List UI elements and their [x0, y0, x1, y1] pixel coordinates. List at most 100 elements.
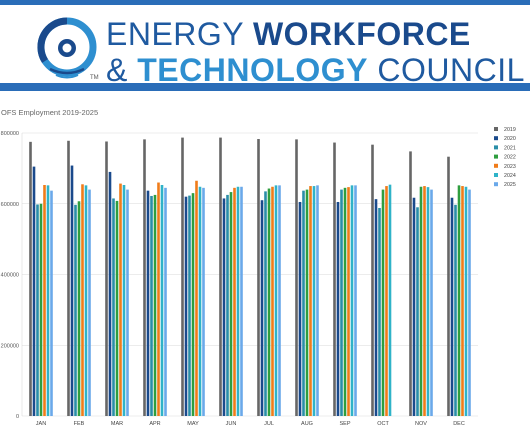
bar [70, 165, 74, 416]
bar [88, 189, 91, 416]
bar [374, 199, 378, 416]
bar [36, 204, 39, 416]
brand-word-workforce: WORKFORCE [252, 16, 471, 52]
x-tick-label: APR [149, 421, 160, 427]
bar [350, 185, 354, 416]
legend-label: 2021 [504, 145, 516, 151]
bar [50, 190, 53, 416]
x-tick-label: MAR [111, 421, 123, 427]
bar [267, 188, 271, 416]
bar [74, 204, 77, 416]
bar [146, 190, 150, 416]
brand-word-energy: ENERGY [106, 16, 244, 52]
legend-swatch [494, 127, 498, 131]
bar [202, 187, 205, 416]
bar [388, 184, 392, 416]
bar [229, 192, 233, 416]
bar [236, 186, 240, 416]
bar [119, 183, 122, 416]
brand-line-1: ENERGY WORKFORCE [106, 18, 471, 50]
bar [464, 186, 468, 416]
bar [67, 140, 70, 416]
employment-chart: OFS Employment 2019-2025 0 200000 400000 60… [1, 108, 516, 427]
bar [160, 185, 164, 416]
bar [181, 137, 184, 416]
bar [333, 142, 336, 416]
bar [295, 139, 298, 416]
bar [77, 201, 81, 416]
bar [354, 185, 357, 416]
bar [105, 141, 108, 417]
top-rule [0, 0, 530, 5]
bar [468, 189, 471, 416]
bar [416, 207, 419, 416]
bar [426, 187, 430, 416]
bar [29, 141, 32, 416]
bar [46, 185, 50, 416]
x-tick-label: MAY [187, 421, 199, 427]
bar [336, 201, 340, 416]
legend-swatch [494, 182, 498, 187]
y-tick-label: 800000 [1, 131, 19, 137]
legend-label: 2024 [504, 173, 516, 179]
bar [39, 203, 43, 416]
chart-panel: OFS Employment 2019-2025 0 200000 400000 60… [0, 91, 530, 442]
bar [240, 186, 243, 416]
legend-label: 2025 [504, 182, 516, 188]
bar [378, 207, 381, 416]
bar [371, 144, 374, 416]
bar [260, 200, 264, 416]
bar [340, 189, 343, 416]
bar [302, 190, 305, 416]
legend-label: 2023 [504, 164, 516, 170]
bar [222, 198, 226, 416]
y-tick-label: 200000 [1, 343, 19, 349]
x-tick-label: JAN [36, 421, 46, 427]
legend-swatch [494, 145, 498, 150]
bar [274, 185, 278, 416]
legend-label: 2019 [504, 127, 516, 133]
logo-icon [37, 17, 97, 79]
brand-word-technology: TECHNOLOGY [137, 52, 369, 88]
bar [219, 137, 222, 416]
bar [412, 197, 416, 416]
bar [381, 189, 385, 416]
bar [278, 185, 281, 416]
bar [298, 201, 302, 416]
bar [257, 139, 260, 417]
bar [108, 171, 112, 416]
bar [450, 197, 454, 416]
x-tick-label: DEC [453, 421, 465, 427]
brand-ampersand: & [106, 52, 128, 88]
bar [188, 195, 191, 416]
legend-swatch [494, 136, 498, 141]
x-tick-label: AUG [301, 421, 313, 427]
bar [112, 198, 115, 416]
x-tick-label: JUL [264, 421, 274, 427]
brand-line-2: & TECHNOLOGY COUNCIL [106, 54, 525, 86]
legend-label: 2022 [504, 155, 516, 161]
bar [191, 193, 195, 416]
bar [150, 195, 153, 416]
header-banner: TM ENERGY WORKFORCE & TECHNOLOGY COUNCIL [0, 5, 530, 86]
bar [122, 185, 126, 416]
bar [143, 139, 146, 416]
bar [153, 194, 157, 416]
bar [164, 187, 167, 416]
bar [454, 204, 457, 416]
bar [43, 185, 46, 416]
x-tick-label: SEP [339, 421, 350, 427]
legend-label: 2020 [504, 136, 516, 142]
legend-swatch [494, 163, 498, 168]
bar [233, 187, 236, 416]
bar [447, 156, 450, 417]
bar [32, 166, 36, 416]
bar [198, 186, 202, 416]
bar [184, 196, 188, 416]
bar [309, 186, 312, 416]
bar [419, 186, 423, 416]
bar [81, 184, 84, 416]
bar [457, 185, 461, 416]
x-tick-label: JUN [226, 421, 237, 427]
trademark: TM [90, 75, 99, 81]
